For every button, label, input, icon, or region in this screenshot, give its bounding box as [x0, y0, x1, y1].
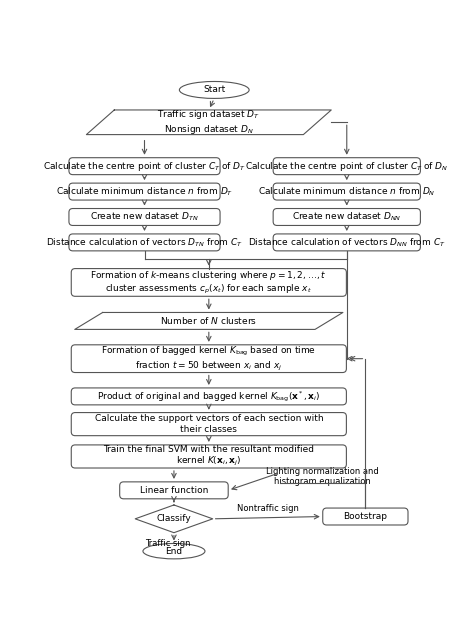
- Text: Calculate the support vectors of each section with
their classes: Calculate the support vectors of each se…: [94, 415, 323, 434]
- Text: Nontraffic sign: Nontraffic sign: [237, 503, 299, 513]
- Text: Train the final SVM with the resultant modified
kernel $K(\mathbf{x}_i, \mathbf{: Train the final SVM with the resultant m…: [103, 444, 314, 469]
- FancyBboxPatch shape: [71, 345, 346, 373]
- Polygon shape: [75, 313, 343, 330]
- Text: Create new dataset $D_{NN}$: Create new dataset $D_{NN}$: [292, 210, 401, 223]
- Ellipse shape: [143, 543, 205, 559]
- Text: Formation of bagged kernel $K_{\mathrm{bag}}$ based on time
fraction $t = 50$ be: Formation of bagged kernel $K_{\mathrm{b…: [101, 345, 316, 373]
- FancyBboxPatch shape: [69, 234, 220, 251]
- Polygon shape: [135, 505, 213, 533]
- Text: Formation of $k$-means clustering where $p = 1, 2, \ldots, t$
cluster assessment: Formation of $k$-means clustering where …: [91, 269, 327, 296]
- FancyBboxPatch shape: [273, 158, 420, 174]
- Text: Product of original and bagged kernel $K_{\mathrm{bag}}(\mathbf{x}^*, \mathbf{x}: Product of original and bagged kernel $K…: [97, 389, 320, 404]
- Text: End: End: [165, 547, 182, 555]
- Text: Calculate the centre point of cluster $C_T$ of $D_T$: Calculate the centre point of cluster $C…: [43, 160, 246, 172]
- Polygon shape: [86, 110, 331, 134]
- FancyBboxPatch shape: [69, 158, 220, 174]
- FancyBboxPatch shape: [273, 183, 420, 200]
- Text: Create new dataset $D_{TN}$: Create new dataset $D_{TN}$: [90, 210, 199, 223]
- Text: Distance calculation of vectors $D_{NN}$ from $C_T$: Distance calculation of vectors $D_{NN}$…: [248, 236, 446, 249]
- FancyBboxPatch shape: [323, 508, 408, 525]
- FancyBboxPatch shape: [273, 234, 420, 251]
- FancyBboxPatch shape: [71, 269, 346, 296]
- FancyBboxPatch shape: [69, 209, 220, 226]
- Text: Calculate the centre point of cluster $C_T$ of $D_N$: Calculate the centre point of cluster $C…: [245, 160, 448, 172]
- Text: Traffic sign: Traffic sign: [145, 539, 191, 548]
- Text: Lighting normalization and
histogram equalization: Lighting normalization and histogram equ…: [266, 467, 379, 486]
- Text: Start: Start: [203, 86, 225, 94]
- Text: Calculate minimum distance $n$ from $D_N$: Calculate minimum distance $n$ from $D_N…: [258, 185, 436, 198]
- Ellipse shape: [179, 82, 249, 98]
- FancyBboxPatch shape: [71, 413, 346, 436]
- FancyBboxPatch shape: [69, 183, 220, 200]
- Text: Bootstrap: Bootstrap: [343, 512, 387, 521]
- Text: Number of $N$ clusters: Number of $N$ clusters: [160, 316, 257, 327]
- FancyBboxPatch shape: [273, 209, 420, 226]
- Text: Classify: Classify: [156, 514, 191, 523]
- FancyBboxPatch shape: [71, 388, 346, 405]
- Text: Calculate minimum distance $n$ from $D_T$: Calculate minimum distance $n$ from $D_T…: [56, 185, 233, 198]
- Text: Traffic sign dataset $D_T$
Nonsign dataset $D_N$: Traffic sign dataset $D_T$ Nonsign datas…: [157, 108, 260, 136]
- FancyBboxPatch shape: [71, 445, 346, 468]
- Text: Linear function: Linear function: [140, 486, 208, 495]
- FancyBboxPatch shape: [120, 482, 228, 499]
- Text: Distance calculation of vectors $D_{TN}$ from $C_T$: Distance calculation of vectors $D_{TN}$…: [46, 236, 243, 249]
